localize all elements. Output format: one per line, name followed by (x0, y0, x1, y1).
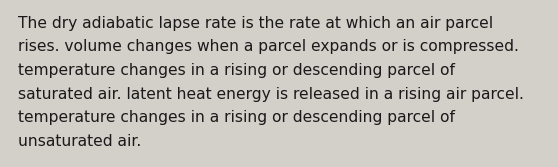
Text: temperature changes in a rising or descending parcel of: temperature changes in a rising or desce… (18, 63, 455, 78)
Text: The dry adiabatic lapse rate is the rate at which an air parcel: The dry adiabatic lapse rate is the rate… (18, 16, 493, 31)
Text: temperature changes in a rising or descending parcel of: temperature changes in a rising or desce… (18, 110, 455, 125)
Text: rises. volume changes when a parcel expands or is compressed.: rises. volume changes when a parcel expa… (18, 40, 519, 54)
Text: saturated air. latent heat energy is released in a rising air parcel.: saturated air. latent heat energy is rel… (18, 87, 524, 102)
Text: unsaturated air.: unsaturated air. (18, 133, 141, 148)
